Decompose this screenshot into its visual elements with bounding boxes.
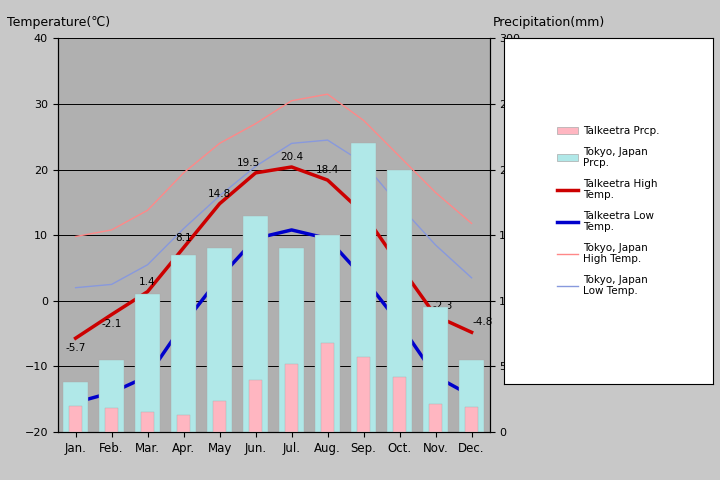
Bar — [459, 360, 484, 432]
Text: -4.8: -4.8 — [472, 317, 493, 327]
Bar — [321, 343, 334, 432]
Bar — [213, 400, 226, 432]
Text: Temperature(℃): Temperature(℃) — [7, 16, 110, 29]
Bar — [465, 407, 478, 432]
Bar — [279, 248, 304, 432]
Text: -2.3: -2.3 — [432, 301, 453, 311]
Bar — [423, 307, 448, 432]
Bar — [105, 408, 118, 432]
Bar — [285, 364, 298, 432]
Bar — [171, 255, 196, 432]
Bar — [429, 405, 442, 432]
Text: 19.5: 19.5 — [237, 158, 261, 168]
Bar — [387, 169, 412, 432]
Bar — [141, 412, 154, 432]
Bar — [315, 235, 340, 432]
Bar — [243, 216, 268, 432]
Text: 5.4: 5.4 — [391, 251, 408, 261]
Bar — [393, 377, 406, 432]
Bar — [63, 382, 88, 432]
Text: -2.1: -2.1 — [102, 319, 122, 329]
Text: Precipitation(mm): Precipitation(mm) — [493, 16, 606, 29]
Text: 20.4: 20.4 — [280, 152, 303, 162]
Text: 13.3: 13.3 — [352, 199, 375, 209]
Text: 14.8: 14.8 — [208, 189, 231, 199]
Bar — [357, 357, 370, 432]
Bar — [249, 380, 262, 432]
Bar — [177, 415, 190, 432]
Bar — [351, 144, 376, 432]
Legend: Talkeetra Prcp., Tokyo, Japan
Prcp., Talkeetra High
Temp., Talkeetra Low
Temp., : Talkeetra Prcp., Tokyo, Japan Prcp., Tal… — [552, 121, 665, 301]
Text: 1.4: 1.4 — [139, 276, 156, 287]
Text: 18.4: 18.4 — [316, 165, 339, 175]
Bar — [135, 294, 160, 432]
Bar — [207, 248, 232, 432]
Text: -5.7: -5.7 — [66, 343, 86, 353]
Bar — [69, 406, 82, 432]
Bar — [99, 360, 124, 432]
Text: 8.1: 8.1 — [175, 233, 192, 243]
